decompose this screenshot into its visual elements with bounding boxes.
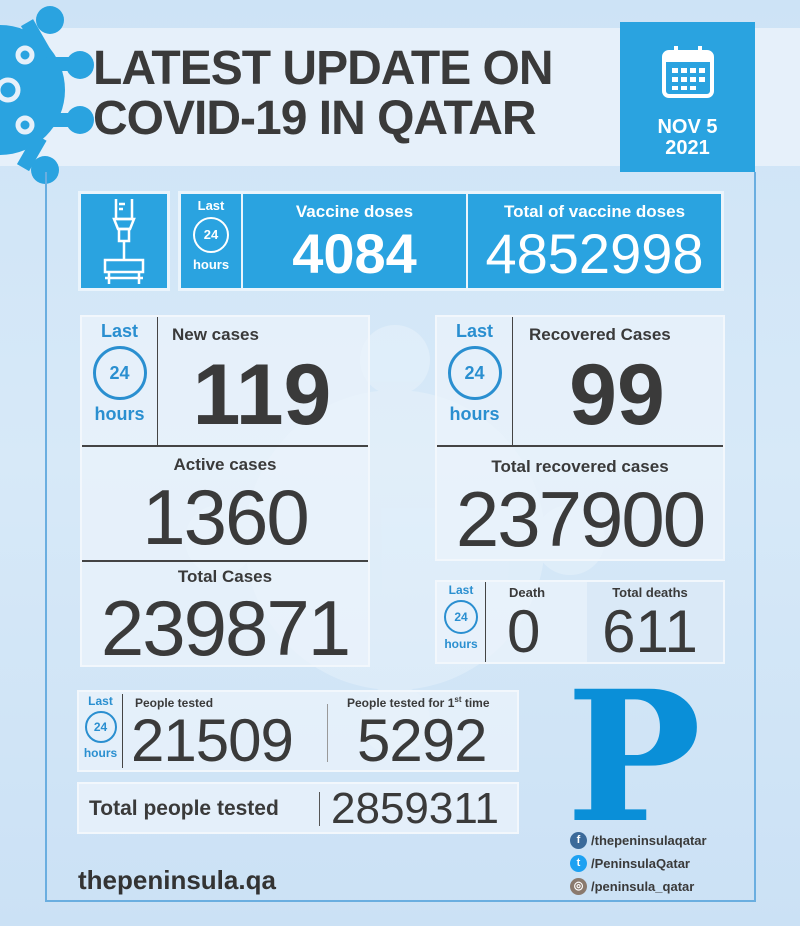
last-label: Last <box>197 198 225 213</box>
divider <box>82 445 368 447</box>
hours-label: hours <box>444 637 478 651</box>
twitter-link[interactable]: t/PeninsulaQatar <box>570 855 690 872</box>
new-cases-value: 119 <box>192 347 332 443</box>
last-label: Last <box>100 321 138 341</box>
divider <box>485 582 486 662</box>
cases-card: Last 24 hours New cases 119 Active cases… <box>80 315 370 667</box>
page-title: LATEST UPDATE ON COVID-19 IN QATAR <box>93 44 613 144</box>
divider <box>157 317 158 445</box>
deaths-card: Last 24 hours Death 0 Total deaths 611 <box>435 580 725 664</box>
last-label: Last <box>88 694 113 708</box>
facebook-icon: f <box>570 832 587 849</box>
hours-label: hours <box>192 257 230 272</box>
clock-24-icon: 24 <box>92 346 147 400</box>
hours-label: hours <box>94 404 145 424</box>
total-vaccine-doses-value: 4852998 <box>485 222 704 285</box>
facebook-link[interactable]: f/thepeninsulaqatar <box>570 832 707 849</box>
recovered-cases-value: 99 <box>569 347 665 443</box>
hours-number: 24 <box>454 610 468 624</box>
new-cases-label: New cases <box>172 325 259 344</box>
total-recovered-value: 237900 <box>455 475 706 563</box>
last-24-hours-badge: Last 24 hours <box>79 694 122 760</box>
first-time-label-text: People tested for 1 <box>347 696 455 710</box>
calendar-icon <box>662 46 714 98</box>
total-deaths-cell <box>587 582 723 662</box>
last-label: Last <box>448 583 474 597</box>
vaccine-doses-label: Vaccine doses <box>295 202 414 221</box>
title-line-1: LATEST UPDATE ON <box>93 42 554 95</box>
hours-label: hours <box>449 404 500 424</box>
total-tested-card: Total people tested 2859311 <box>77 782 519 834</box>
divider <box>437 445 723 447</box>
divider <box>466 194 468 288</box>
total-deaths-value: 611 <box>602 598 698 665</box>
clock-24-icon: 24 <box>444 600 478 634</box>
twitter-handle: /PeninsulaQatar <box>591 856 690 871</box>
total-vaccine-doses-label: Total of vaccine doses <box>503 202 686 221</box>
syringe-icon <box>103 199 145 284</box>
first-time-label: People tested for 1st time <box>347 695 490 711</box>
website-link[interactable]: thepeninsula.qa <box>78 865 276 895</box>
recovered-cases-label: Recovered Cases <box>529 325 671 344</box>
date-box: NOV 5 2021 <box>620 22 755 172</box>
last-24-hours-badge: Last 24 hours <box>437 583 485 651</box>
total-tested-value: 2859311 <box>331 784 500 833</box>
twitter-icon: t <box>570 855 587 872</box>
title-line-2: COVID-19 IN QATAR <box>93 92 537 145</box>
divider <box>327 704 328 762</box>
vaccine-doses-value: 4084 <box>292 222 417 285</box>
clock-24-icon: 24 <box>447 346 502 400</box>
first-time-superscript: st <box>454 695 462 704</box>
clock-24-icon: 24 <box>193 217 229 253</box>
divider <box>122 694 123 768</box>
hours-number: 24 <box>109 363 130 383</box>
total-deaths-label: Total deaths <box>612 585 688 600</box>
people-tested-value: 21509 <box>131 707 294 774</box>
date-year: 2021 <box>665 137 710 159</box>
divider <box>319 792 320 826</box>
death-value: 0 <box>507 598 541 665</box>
content-panel <box>45 172 756 902</box>
active-cases-value: 1360 <box>142 473 310 561</box>
tests-card: Last 24 hours People tested 21509 People… <box>77 690 519 772</box>
active-cases-label: Active cases <box>173 455 277 474</box>
last-label: Last <box>455 321 493 341</box>
facebook-handle: /thepeninsulaqatar <box>591 833 707 848</box>
hours-number: 24 <box>464 363 485 383</box>
hours-number: 24 <box>93 720 108 734</box>
peninsula-logo: P <box>566 652 702 863</box>
divider <box>512 317 513 445</box>
first-time-tested-value: 5292 <box>357 707 487 774</box>
people-tested-label: People tested <box>135 696 214 710</box>
clock-24-icon: 24 <box>84 711 117 743</box>
syringe-box <box>78 191 170 291</box>
last-24-hours-badge: Last 24 hours <box>82 321 157 425</box>
first-time-label-suffix: time <box>461 696 490 710</box>
hours-label: hours <box>83 746 118 760</box>
virus-icon <box>0 6 94 184</box>
total-recovered-label: Total recovered cases <box>491 457 669 476</box>
vaccine-box: Last 24 hours Vaccine doses 4084 Total o… <box>178 191 724 291</box>
recovered-card: Last 24 hours Recovered Cases 99 Total r… <box>435 315 725 561</box>
total-cases-value: 239871 <box>100 584 351 672</box>
instagram-icon: ◎ <box>570 878 587 895</box>
date-month-day: NOV 5 <box>657 116 718 138</box>
divider <box>241 194 243 288</box>
death-label: Death <box>509 585 546 600</box>
total-cases-label: Total Cases <box>177 567 273 586</box>
instagram-link[interactable]: ◎ /peninsula_qatar <box>570 878 694 895</box>
hours-number: 24 <box>203 227 219 242</box>
total-tested-label: Total people tested <box>89 797 279 820</box>
instagram-handle: /peninsula_qatar <box>591 879 695 894</box>
last-24-hours-badge: Last 24 hours <box>437 321 512 425</box>
divider <box>82 560 368 562</box>
last-24-hours-badge: Last 24 hours <box>181 194 241 288</box>
